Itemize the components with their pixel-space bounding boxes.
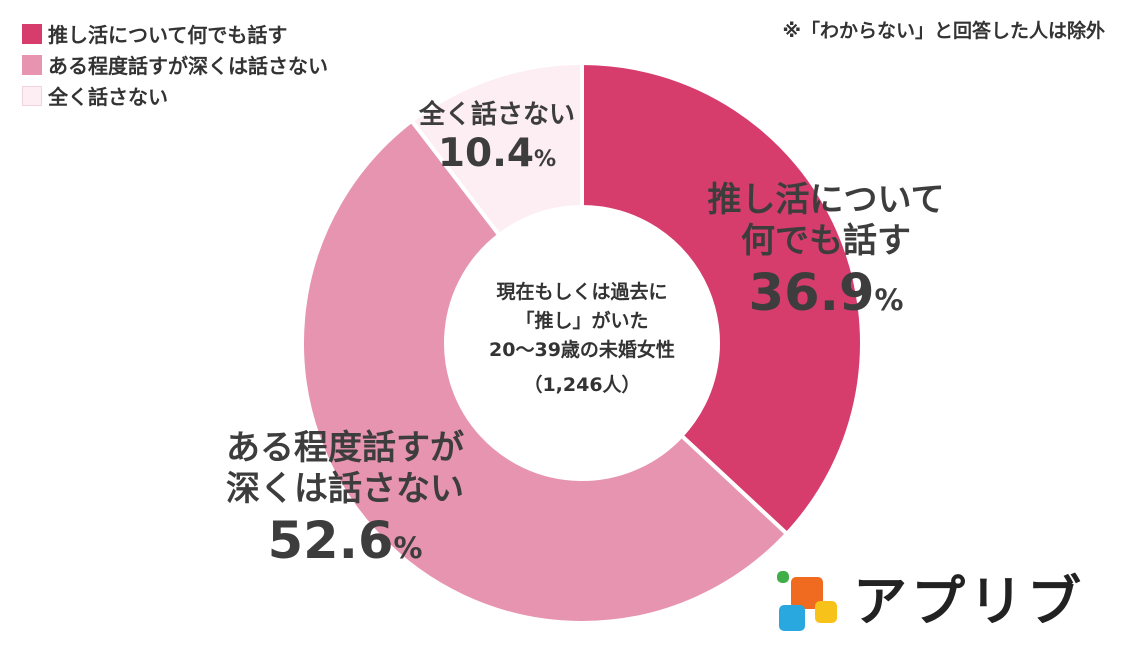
exclusion-note: ※「わからない」と回答した人は除外 — [782, 20, 1105, 42]
legend-item-talk-everything: 推し活について何でも話す — [22, 18, 328, 49]
slice-talk-everything — [580, 61, 864, 536]
legend-swatch — [22, 54, 42, 75]
slice-label-line: 全く話さない — [418, 100, 575, 130]
legend-label: 推し活について何でも話す — [48, 23, 288, 47]
legend-item-talk-somewhat: ある程度話すが深くは話さない — [22, 49, 328, 80]
center-line-2: 「推し」がいた — [515, 310, 649, 332]
slice-value-unit: % — [393, 530, 423, 565]
slice-value-number: 10.4 — [437, 131, 535, 177]
slice-label-line: 深くは話さない — [226, 468, 464, 509]
slice-label-line: 何でも話す — [741, 220, 911, 261]
slice-value: 10.4% — [392, 131, 602, 176]
slice-talk-somewhat — [300, 118, 789, 625]
slice-label-line: ある程度話すが — [226, 428, 464, 468]
logo-square-blue — [779, 605, 805, 631]
slice-value-unit: % — [534, 146, 557, 173]
legend-label: ある程度話すが深くは話さない — [48, 54, 328, 78]
legend-swatch — [22, 23, 42, 44]
slice-label-talk-somewhat: ある程度話すが 深くは話さない 52.6% — [190, 428, 500, 571]
legend-label: 全く話さない — [48, 85, 168, 109]
chart-legend: 推し活について何でも話す ある程度話すが深くは話さない 全く話さない — [22, 18, 328, 111]
logo-square-green — [777, 571, 789, 583]
slice-value-number: 52.6 — [267, 511, 394, 571]
legend-swatch — [22, 85, 42, 106]
center-count: （1,246人） — [523, 374, 641, 396]
slice-value: 52.6% — [190, 512, 500, 571]
slice-label-line: 推し活について — [707, 180, 945, 220]
slice-value: 36.9% — [676, 264, 976, 323]
logo-square-yellow — [815, 601, 837, 623]
donut-center-text: 現在もしくは過去に 「推し」がいた 20〜39歳の未婚女性 （1,246人） — [452, 278, 712, 400]
applib-logo-mark-icon — [777, 571, 839, 633]
applib-logo-text: アプリブ — [853, 570, 1085, 633]
slice-value-number: 36.9 — [748, 263, 875, 323]
center-line-3: 20〜39歳の未婚女性 — [489, 339, 675, 361]
legend-item-never-talk: 全く話さない — [22, 80, 328, 111]
applib-logo: アプリブ — [777, 571, 1085, 633]
slice-label-talk-everything: 推し活について 何でも話す 36.9% — [676, 180, 976, 323]
slice-never-talk — [409, 61, 584, 238]
slice-label-never-talk: 全く話さない 10.4% — [392, 100, 602, 176]
center-line-1: 現在もしくは過去に — [496, 281, 668, 303]
slice-value-unit: % — [874, 282, 904, 317]
